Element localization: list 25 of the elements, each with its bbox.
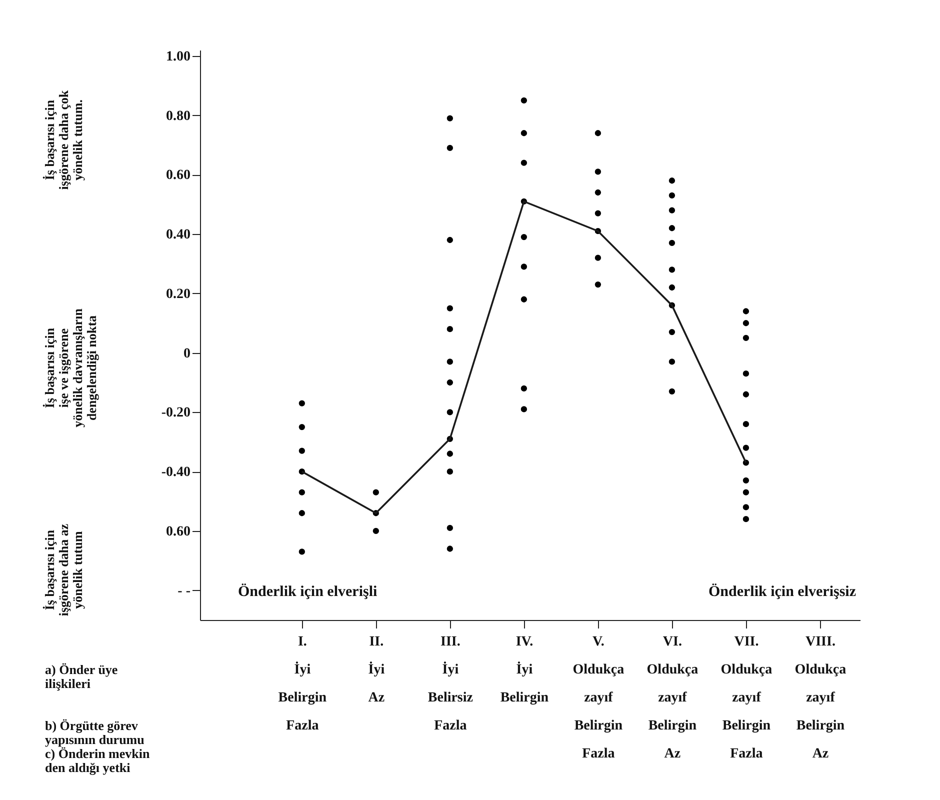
text: a) Önder üye ilişkileri	[45, 662, 118, 691]
y-tick-label: -0.20	[161, 406, 190, 421]
x-tick-label: VII. Oldukça zayıf Belirgin Fazla	[720, 634, 772, 762]
x-tick-label: VIII. Oldukça zayıf Belirgin Az	[794, 634, 846, 762]
y-tick-label: - -	[178, 584, 191, 599]
y-tick-label: 0.40	[166, 228, 190, 243]
annotation: Önderlik için elverişli	[238, 583, 378, 600]
y-tick-label: 0.60	[166, 524, 190, 540]
text: İş başarısı için işgörene daha az yönelik tutum	[42, 524, 85, 616]
x-tick-label: II. İyi Az	[368, 634, 385, 706]
x-tick-label: V. Oldukça zayıf Belirgin Fazla	[572, 634, 624, 762]
x-tick-label: I. İyi Belirgin Fazla	[278, 634, 327, 734]
y-tick-label: 0.20	[166, 286, 190, 302]
x-tick-label: VI. Oldukça zayıf Belirgin Az	[646, 634, 698, 762]
y-tick-label: 1.00	[166, 49, 190, 64]
x-tick-label: III. İyi Belirsiz Fazla	[428, 634, 473, 734]
text: İş başarısı için işe ve işgörene yönelik davranışların dengelendiği nokta	[42, 308, 99, 428]
x-tick-label: IV. İyi Belirgin	[500, 634, 549, 706]
y-tick-label: 0.80	[166, 108, 190, 124]
y-tick-label: 0.60	[166, 168, 190, 184]
text: c) Önderin mevkin den aldığı yetki	[45, 746, 150, 775]
y-tick-label: 0	[184, 346, 190, 362]
y-tick-label: -0.40	[161, 465, 190, 480]
annotation: Önderlik için elverişsiz	[708, 583, 856, 600]
text: İş başarısı için işgörene daha çok yönelik tutum.	[42, 90, 85, 190]
